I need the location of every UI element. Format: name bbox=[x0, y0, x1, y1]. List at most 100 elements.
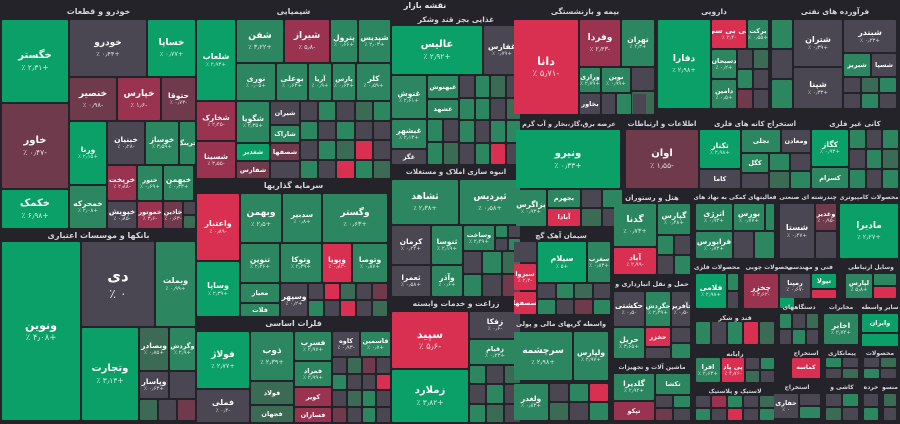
stock-cell[interactable]: سپید -۵٫۶ ٪ bbox=[392, 312, 468, 368]
stock-tile[interactable] bbox=[575, 300, 592, 314]
stock-cell[interactable]: کلر +۰٫۵۹ ٪ bbox=[357, 64, 390, 100]
stock-tile[interactable] bbox=[760, 396, 774, 407]
stock-tile[interactable] bbox=[770, 154, 789, 170]
stock-tile[interactable] bbox=[880, 94, 896, 108]
stock-cell[interactable]: مادیرا +۲٫۲۷ ٪ bbox=[840, 204, 898, 258]
stock-tile[interactable] bbox=[816, 232, 836, 258]
stock-cell[interactable]: آبادا bbox=[548, 209, 580, 226]
stock-tile[interactable] bbox=[373, 284, 387, 299]
stock-tile[interactable] bbox=[444, 120, 458, 141]
stock-tile[interactable] bbox=[874, 287, 896, 298]
stock-tile[interactable] bbox=[656, 396, 672, 407]
stock-cell[interactable]: غشهد bbox=[428, 100, 458, 118]
stock-cell[interactable]: خگستر +۲٫۳۱ ٪ bbox=[2, 20, 68, 102]
stock-tile[interactable] bbox=[362, 374, 376, 389]
stock-tile[interactable] bbox=[658, 236, 673, 254]
stock-tile[interactable] bbox=[377, 374, 390, 389]
stock-tile[interactable] bbox=[470, 404, 486, 422]
stock-cell[interactable]: فولاد bbox=[251, 382, 293, 404]
stock-cell[interactable]: وآذر +۰٫۶ ٪ bbox=[432, 266, 462, 296]
stock-cell[interactable]: خپارس -۱٫۶ ٪ bbox=[118, 78, 160, 120]
stock-tile[interactable] bbox=[632, 68, 654, 90]
stock-cell[interactable]: سدبیر +۰٫۸ ٪ bbox=[283, 194, 321, 242]
stock-tile[interactable] bbox=[826, 358, 841, 367]
stock-tile[interactable] bbox=[487, 404, 503, 422]
stock-cell[interactable]: عالیس +۲٫۹۲ ٪ bbox=[392, 26, 482, 74]
stock-tile[interactable] bbox=[696, 396, 710, 407]
stock-tile[interactable] bbox=[590, 384, 608, 401]
stock-cell[interactable]: فمراد +۲٫۹۹ ٪ bbox=[295, 362, 331, 386]
stock-cell[interactable]: گلدیرا +۲٫۹۲ ٪ bbox=[614, 374, 654, 400]
stock-tile[interactable] bbox=[760, 322, 774, 344]
stock-tile[interactable] bbox=[184, 202, 195, 214]
stock-tile[interactable] bbox=[301, 160, 318, 178]
stock-tile[interactable] bbox=[355, 141, 372, 159]
stock-tile[interactable] bbox=[617, 94, 631, 114]
stock-cell[interactable]: حفاری ۰ ٪ bbox=[774, 394, 798, 418]
stock-tile[interactable] bbox=[843, 369, 858, 378]
stock-cell[interactable]: فسرب +۲٫۹۷ ٪ bbox=[295, 332, 331, 360]
stock-cell[interactable]: خموتور -۳٫۶ ٪ bbox=[138, 202, 162, 228]
stock-tile[interactable] bbox=[728, 292, 738, 308]
stock-tile[interactable] bbox=[347, 407, 361, 422]
stock-cell[interactable]: شگویا +۲٫۳۵ ٪ bbox=[237, 102, 269, 142]
stock-cell[interactable]: خمحرکه +۲٫۰۸ ٪ bbox=[70, 186, 106, 228]
stock-cell[interactable]: فملی -۰٫۴ ٪ bbox=[197, 390, 249, 422]
stock-tile[interactable] bbox=[159, 400, 176, 420]
stock-cell[interactable]: سصفها bbox=[514, 292, 536, 314]
stock-tile[interactable] bbox=[373, 160, 390, 178]
stock-cell[interactable]: فولاژ +۲٫۷۷ ٪ bbox=[197, 332, 249, 388]
stock-cell[interactable]: سیلام +۵ ٪ bbox=[538, 242, 586, 282]
stock-tile[interactable] bbox=[301, 102, 318, 120]
stock-tile[interactable] bbox=[674, 409, 690, 420]
stock-cell[interactable]: بخاور bbox=[580, 94, 600, 114]
stock-tile[interactable] bbox=[355, 102, 372, 120]
stock-cell[interactable]: دی ۰ ٪ bbox=[82, 242, 154, 326]
stock-cell[interactable]: شستا +۰٫۴۷ ٪ bbox=[780, 204, 814, 258]
stock-tile[interactable] bbox=[337, 160, 354, 178]
stock-cell[interactable]: بوعلی +۰٫۶۳ ٪ bbox=[277, 64, 307, 100]
stock-cell[interactable]: کاوه -۰٫۹۳ ٪ bbox=[333, 332, 359, 356]
stock-tile[interactable] bbox=[491, 121, 505, 142]
stock-tile[interactable] bbox=[538, 284, 555, 298]
stock-tile[interactable] bbox=[491, 76, 505, 97]
stock-cell[interactable]: نوری +۰٫۰۵ ٪ bbox=[237, 64, 275, 100]
stock-cell[interactable]: وپاسار +۰٫۶۳ ٪ bbox=[140, 372, 168, 398]
stock-tile[interactable] bbox=[496, 239, 507, 250]
stock-tile[interactable] bbox=[874, 274, 896, 285]
stock-tile[interactable] bbox=[582, 209, 601, 226]
stock-tile[interactable] bbox=[744, 409, 758, 420]
stock-tile[interactable] bbox=[793, 330, 805, 344]
stock-tile[interactable] bbox=[754, 90, 768, 108]
stock-tile[interactable] bbox=[325, 301, 339, 316]
stock-tile[interactable] bbox=[674, 396, 690, 407]
stock-tile[interactable] bbox=[712, 409, 726, 420]
stock-tile[interactable] bbox=[728, 322, 742, 344]
stock-tile[interactable] bbox=[460, 121, 474, 142]
stock-tile[interactable] bbox=[309, 284, 323, 299]
stock-cell[interactable]: وبهمن +۲٫۵ ٪ bbox=[241, 194, 281, 242]
stock-cell[interactable]: ونیرو +۰٫۳۳ ٪ bbox=[516, 130, 620, 188]
stock-cell[interactable]: خبهمن +۰٫۳۳ ٪ bbox=[164, 166, 193, 200]
stock-cell[interactable]: شغدیر bbox=[237, 144, 269, 160]
stock-cell[interactable]: ورنا +۲٫۱۵ ٪ bbox=[70, 122, 106, 184]
stock-tile[interactable] bbox=[843, 408, 858, 420]
stock-tile[interactable] bbox=[460, 143, 474, 164]
stock-cell[interactable]: شلعاب +۲٫۹۳ ٪ bbox=[197, 20, 235, 100]
stock-tile[interactable] bbox=[806, 314, 818, 328]
stock-tile[interactable] bbox=[760, 409, 774, 420]
stock-tile[interactable] bbox=[593, 284, 610, 298]
stock-tile[interactable] bbox=[881, 358, 896, 367]
stock-tile[interactable] bbox=[487, 366, 503, 384]
stock-tile[interactable] bbox=[355, 160, 372, 178]
stock-cell[interactable]: غگز bbox=[392, 150, 426, 164]
stock-tile[interactable] bbox=[738, 50, 752, 68]
stock-tile[interactable] bbox=[377, 358, 390, 373]
stock-tile[interactable] bbox=[362, 358, 376, 373]
stock-tile[interactable] bbox=[464, 252, 482, 273]
stock-tile[interactable] bbox=[362, 407, 376, 422]
stock-tile[interactable] bbox=[826, 369, 841, 378]
stock-tile[interactable] bbox=[475, 98, 489, 119]
stock-tile[interactable] bbox=[675, 236, 690, 254]
stock-cell[interactable]: زفکا -۰٫۶ ٪ bbox=[470, 312, 520, 338]
